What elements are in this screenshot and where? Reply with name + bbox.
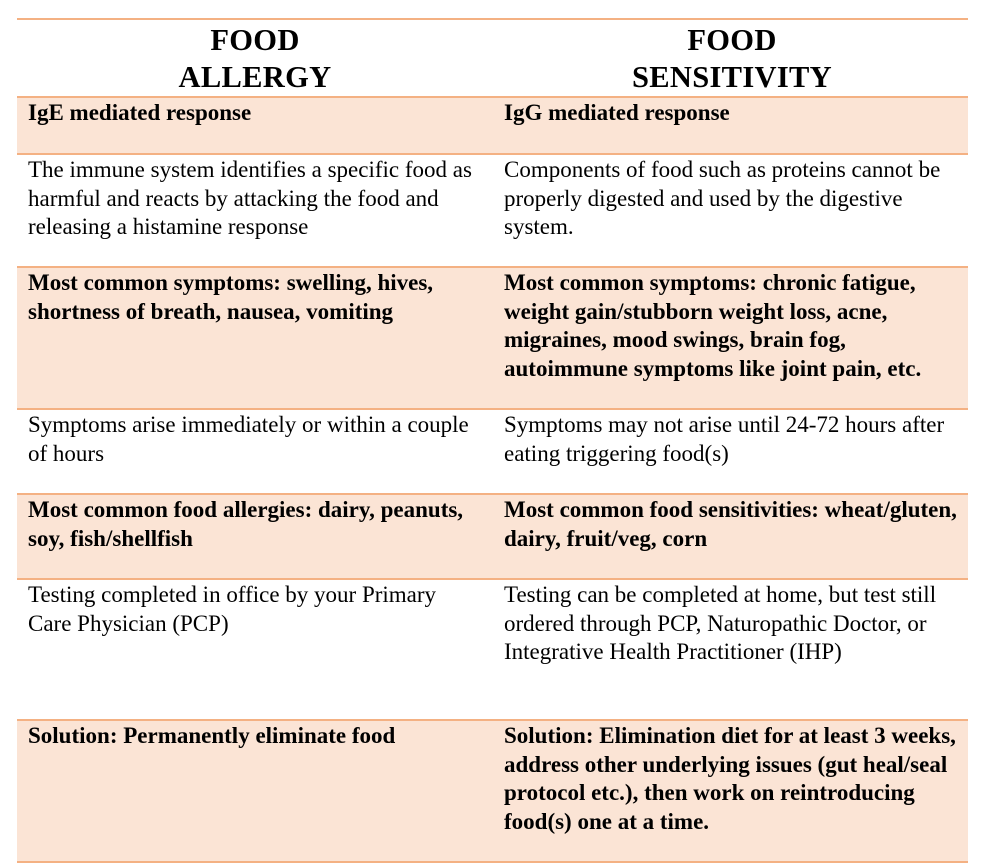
table-row-mechanism: The immune system identifies a specific … — [17, 154, 968, 267]
cell-sensitivity: Testing can be completed at home, but te… — [492, 579, 968, 720]
cell-text: Solution: Permanently eliminate food — [28, 723, 396, 748]
cell-allergy: Solution: Permanently eliminate food — [17, 720, 492, 862]
cell-allergy: The immune system identifies a specific … — [17, 154, 492, 267]
cell-allergy: Most common food allergies: dairy, peanu… — [17, 494, 492, 579]
cell-text: IgE mediated response — [28, 100, 252, 125]
cell-sensitivity: Solution: Elimination diet for at least … — [492, 720, 968, 862]
table-row-mediation: IgE mediated response IgG mediated respo… — [17, 97, 968, 154]
cell-allergy: Symptoms arise immediately or within a c… — [17, 409, 492, 494]
cell-sensitivity: Symptoms may not arise until 24-72 hours… — [492, 409, 968, 494]
cell-text: Testing can be completed at home, but te… — [504, 582, 937, 664]
cell-text: The immune system identifies a specific … — [28, 157, 472, 239]
allergy-vs-sensitivity-table: FOOD ALLERGY FOOD SENSITIVITY IgE mediat… — [17, 18, 968, 863]
table-row-symptoms: Most common symptoms: swelling, hives, s… — [17, 267, 968, 409]
cell-sensitivity: Components of food such as proteins cann… — [492, 154, 968, 267]
cell-text: Symptoms arise immediately or within a c… — [28, 412, 469, 466]
cell-text: Most common food allergies: dairy, peanu… — [28, 497, 464, 551]
cell-sensitivity: Most common food sensitivities: wheat/gl… — [492, 494, 968, 579]
cell-text: Most common food sensitivities: wheat/gl… — [504, 497, 957, 551]
table-row-common-foods: Most common food allergies: dairy, peanu… — [17, 494, 968, 579]
table-header-row: FOOD ALLERGY FOOD SENSITIVITY — [17, 19, 968, 97]
header-food-sensitivity: FOOD SENSITIVITY — [492, 19, 968, 97]
cell-sensitivity: Most common symptoms: chronic fatigue, w… — [492, 267, 968, 409]
header-line-2: SENSITIVITY — [632, 60, 832, 94]
table-row-testing: Testing completed in office by your Prim… — [17, 579, 968, 720]
cell-allergy: IgE mediated response — [17, 97, 492, 154]
cell-text: Most common symptoms: swelling, hives, s… — [28, 270, 434, 324]
cell-text: Testing completed in office by your Prim… — [28, 582, 437, 636]
cell-text: Components of food such as proteins cann… — [504, 157, 941, 239]
cell-text: Symptoms may not arise until 24-72 hours… — [504, 412, 945, 466]
header-line-1: FOOD — [210, 23, 300, 57]
cell-text: IgG mediated response — [504, 100, 730, 125]
cell-allergy: Testing completed in office by your Prim… — [17, 579, 492, 720]
header-line-2: ALLERGY — [178, 60, 332, 94]
table-row-solution: Solution: Permanently eliminate food Sol… — [17, 720, 968, 862]
table-row-onset: Symptoms arise immediately or within a c… — [17, 409, 968, 494]
cell-text: Most common symptoms: chronic fatigue, w… — [504, 270, 922, 381]
cell-sensitivity: IgG mediated response — [492, 97, 968, 154]
header-line-1: FOOD — [687, 23, 777, 57]
header-food-allergy: FOOD ALLERGY — [17, 19, 492, 97]
cell-text: Solution: Elimination diet for at least … — [504, 723, 956, 834]
cell-allergy: Most common symptoms: swelling, hives, s… — [17, 267, 492, 409]
